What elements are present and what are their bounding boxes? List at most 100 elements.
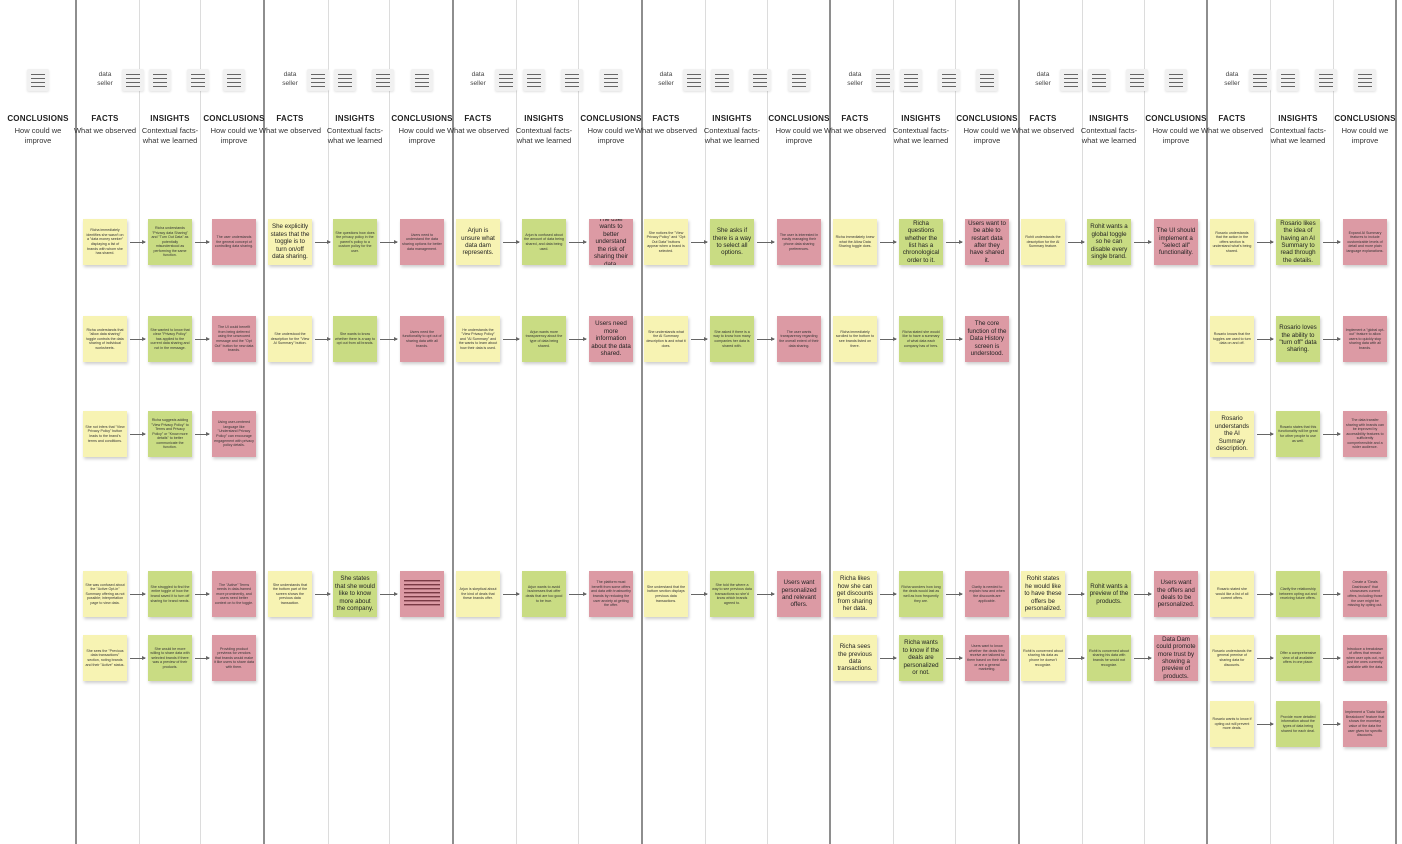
conclusion-note[interactable]: Users need the functionality to opt out … (400, 316, 444, 362)
document-icon[interactable] (1315, 69, 1337, 91)
conclusion-note[interactable]: Implement a "global opt-out" feature to … (1343, 316, 1387, 362)
insight-note[interactable]: She states that she would like to know m… (333, 571, 377, 617)
document-icon[interactable] (122, 69, 144, 91)
fact-note[interactable]: Rosario understands that the action in t… (1210, 219, 1254, 265)
fact-note[interactable]: Rosario understands the AI Summary descr… (1210, 411, 1254, 457)
insight-note[interactable]: Rosario states that this functionality w… (1276, 411, 1320, 457)
conclusion-note[interactable]: The "Active" Terms needs in data-framed … (212, 571, 256, 617)
document-icon[interactable] (1165, 69, 1187, 91)
document-icon[interactable] (1277, 69, 1299, 91)
fact-note[interactable]: Rosario knows that the toggles are used … (1210, 316, 1254, 362)
insight-note[interactable]: Richa understands "Privacy data Sharing"… (148, 219, 192, 265)
conclusion-note[interactable]: Users want personalized and relevant off… (777, 571, 821, 617)
conclusion-note[interactable]: Users want to know whether the deals the… (965, 635, 1009, 681)
insight-note[interactable]: Clarify the relationship between opting … (1276, 571, 1320, 617)
document-icon[interactable] (495, 69, 517, 91)
fact-note[interactable]: She understands what the AI Summary desc… (644, 316, 688, 362)
fact-note[interactable]: Rosario wants to know if opting out will… (1210, 701, 1254, 747)
fact-note[interactable]: Richa immediately identifies she wasn't … (83, 219, 127, 265)
conclusion-note[interactable]: Clarity is needed to explain how and whe… (965, 571, 1009, 617)
conclusion-note[interactable]: Implement a "Data Value Breakdown" featu… (1343, 701, 1387, 747)
fact-note[interactable]: She understands that the bottom part of … (268, 571, 312, 617)
document-icon[interactable] (976, 69, 998, 91)
document-icon[interactable] (223, 69, 245, 91)
fact-note[interactable]: She understand that the bottom section d… (644, 571, 688, 617)
fact-note[interactable]: She sees the "Previous data transactions… (83, 635, 127, 681)
insight-note[interactable]: Richa stated she would like to have a su… (899, 316, 943, 362)
document-icon[interactable] (938, 69, 960, 91)
fact-note[interactable]: Rohit states he would like to have these… (1021, 571, 1065, 617)
fact-note[interactable]: She not infers that "View Privacy Policy… (83, 411, 127, 457)
fact-note[interactable]: Richa understands that "allow data shari… (83, 316, 127, 362)
insight-note[interactable]: Rohit wants a preview of the products. (1087, 571, 1131, 617)
insight-note[interactable]: Rohit wants a global toggle so he can di… (1087, 219, 1131, 265)
fact-note[interactable]: Richa immediately scrolled to the bottom… (833, 316, 877, 362)
fact-note[interactable]: Richa immediately knew what the Allow Da… (833, 219, 877, 265)
conclusion-note[interactable]: Expand AI Summary features to include cu… (1343, 219, 1387, 265)
conclusion-note[interactable]: The core function of the Data History sc… (965, 316, 1009, 362)
conclusion-note[interactable]: The user understands the general concept… (212, 219, 256, 265)
insight-note[interactable]: She would be more willing to share data … (148, 635, 192, 681)
fact-note[interactable]: Richa sees the previous data transaction… (833, 635, 877, 681)
insight-note[interactable]: She asks if there is a way to select all… (710, 219, 754, 265)
document-icon[interactable] (749, 69, 771, 91)
fact-note[interactable]: Arjun is skeptical about the kind of dea… (456, 571, 500, 617)
fact-note[interactable]: She was confused about the "Active Opt-i… (83, 571, 127, 617)
conclusion-note[interactable]: Users need more information about the da… (589, 316, 633, 362)
conclusion-note[interactable] (400, 571, 444, 617)
fact-note[interactable]: Richa likes how she can get discounts fr… (833, 571, 877, 617)
conclusion-note[interactable]: Create a "Deals Dashboard" that showcase… (1343, 571, 1387, 617)
fact-note[interactable]: Rohit is concerned about sharing his dat… (1021, 635, 1065, 681)
document-icon[interactable] (872, 69, 894, 91)
conclusion-note[interactable]: Using user-centered language like "Under… (212, 411, 256, 457)
insight-note[interactable]: Rosario loves the ability to "turn off" … (1276, 316, 1320, 362)
insight-note[interactable]: Rosario likes the idea of having an AI S… (1276, 219, 1320, 265)
conclusion-note[interactable]: Users need to understand the data sharin… (400, 219, 444, 265)
insight-note[interactable]: She questions how does the privacy polic… (333, 219, 377, 265)
conclusion-note[interactable]: The user wants transparency regarding th… (777, 316, 821, 362)
insight-note[interactable]: Richa wonders how long the deals would l… (899, 571, 943, 617)
document-icon[interactable] (307, 69, 329, 91)
conclusion-note[interactable]: The user wants to better understand the … (589, 219, 633, 265)
conclusion-note[interactable]: Introduce a breakdown of offers that rem… (1343, 635, 1387, 681)
insight-note[interactable]: Richa suggests adding "View Privacy Poli… (148, 411, 192, 457)
document-icon[interactable] (149, 69, 171, 91)
fact-note[interactable]: He understands the "View Privacy Policy"… (456, 316, 500, 362)
insight-note[interactable]: Richa wants to know if the deals are per… (899, 635, 943, 681)
conclusion-note[interactable]: The user is interested in easily managin… (777, 219, 821, 265)
conclusion-note[interactable]: The data transfer sharing with brands ca… (1343, 411, 1387, 457)
conclusion-note[interactable]: The UI could benefit from being deferred… (212, 316, 256, 362)
fact-note[interactable]: She understood the description for the "… (268, 316, 312, 362)
document-icon[interactable] (600, 69, 622, 91)
document-icon[interactable] (1249, 69, 1271, 91)
document-icon[interactable] (561, 69, 583, 91)
conclusion-note[interactable]: Providing product previews for vendors t… (212, 635, 256, 681)
document-icon[interactable] (1354, 69, 1376, 91)
insight-note[interactable]: Rohit is concerned about sharing his dat… (1087, 635, 1131, 681)
fact-note[interactable]: She notices the "View Privacy Policy" an… (644, 219, 688, 265)
document-icon[interactable] (1060, 69, 1082, 91)
document-icon[interactable] (711, 69, 733, 91)
document-icon[interactable] (788, 69, 810, 91)
fact-note[interactable]: She explicitly states that the toggle is… (268, 219, 312, 265)
document-icon[interactable] (27, 69, 49, 91)
document-icon[interactable] (334, 69, 356, 91)
insight-note[interactable]: Offer a comprehensive view of all availa… (1276, 635, 1320, 681)
insight-note[interactable]: She asked if there is a way to know how … (710, 316, 754, 362)
insight-note[interactable]: Arjun wants to avoid businesses that off… (522, 571, 566, 617)
document-icon[interactable] (411, 69, 433, 91)
insight-note[interactable]: She wanted to know that clear "Privacy P… (148, 316, 192, 362)
insight-note[interactable]: She struggled to find the entire toggle … (148, 571, 192, 617)
fact-note[interactable]: Rohit understands the description for th… (1021, 219, 1065, 265)
conclusion-note[interactable]: Users want the offers and deals to be pe… (1154, 571, 1198, 617)
fact-note[interactable]: Rosario stated she would like a list of … (1210, 571, 1254, 617)
document-icon[interactable] (372, 69, 394, 91)
conclusion-note[interactable]: Users want to be able to restart data af… (965, 219, 1009, 265)
document-icon[interactable] (683, 69, 705, 91)
insight-note[interactable]: She wants to know whether there is a way… (333, 316, 377, 362)
conclusion-note[interactable]: The UI should implement a "select all" f… (1154, 219, 1198, 265)
document-icon[interactable] (900, 69, 922, 91)
document-icon[interactable] (187, 69, 209, 91)
document-icon[interactable] (1126, 69, 1148, 91)
document-icon[interactable] (523, 69, 545, 91)
